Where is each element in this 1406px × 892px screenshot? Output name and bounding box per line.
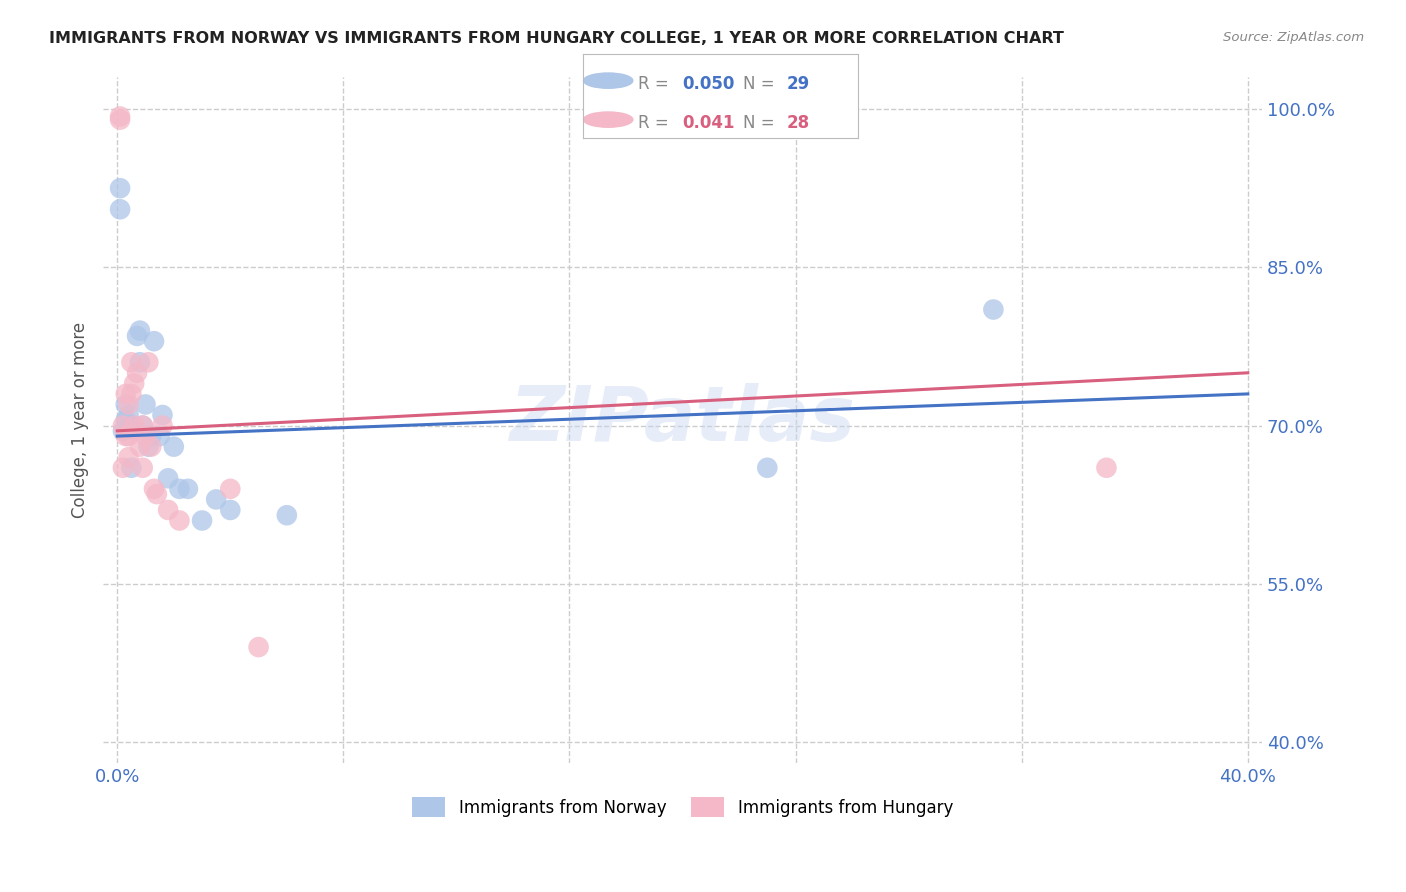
Point	[131, 418, 153, 433]
Text: 0.041: 0.041	[682, 114, 735, 132]
Text: N =: N =	[742, 75, 779, 94]
Point	[983, 302, 1005, 317]
Point	[131, 460, 153, 475]
Point	[128, 324, 150, 338]
Point	[111, 424, 134, 438]
Point	[169, 482, 191, 496]
Point	[128, 355, 150, 369]
Point	[141, 440, 163, 454]
Point	[120, 460, 142, 475]
Point	[247, 640, 270, 654]
Y-axis label: College, 1 year or more: College, 1 year or more	[72, 322, 89, 518]
Point	[219, 482, 242, 496]
Text: R =: R =	[638, 114, 675, 132]
Point	[152, 418, 174, 433]
Text: IMMIGRANTS FROM NORWAY VS IMMIGRANTS FROM HUNGARY COLLEGE, 1 YEAR OR MORE CORREL: IMMIGRANTS FROM NORWAY VS IMMIGRANTS FRO…	[49, 31, 1064, 46]
Point	[111, 460, 134, 475]
Point	[111, 418, 134, 433]
Point	[122, 376, 145, 391]
Point	[163, 440, 186, 454]
Text: 29: 29	[786, 75, 810, 94]
Point	[131, 418, 153, 433]
Point	[125, 366, 148, 380]
Text: 28: 28	[786, 114, 810, 132]
Point	[122, 424, 145, 438]
Point	[114, 387, 136, 401]
Point	[169, 514, 191, 528]
Point	[146, 487, 169, 501]
Point	[108, 112, 131, 127]
Text: R =: R =	[638, 75, 675, 94]
Point	[276, 508, 298, 523]
Point	[117, 397, 139, 411]
Point	[125, 329, 148, 343]
Point	[128, 440, 150, 454]
Point	[141, 429, 163, 443]
Point	[157, 503, 180, 517]
Point	[108, 181, 131, 195]
Legend: Immigrants from Norway, Immigrants from Hungary: Immigrants from Norway, Immigrants from …	[405, 791, 960, 823]
Point	[219, 503, 242, 517]
Point	[143, 334, 166, 348]
Point	[135, 429, 157, 443]
Point	[108, 110, 131, 124]
Point	[108, 202, 131, 217]
Circle shape	[583, 73, 633, 88]
Point	[117, 450, 139, 465]
Point	[117, 408, 139, 422]
Point	[120, 418, 142, 433]
Point	[143, 482, 166, 496]
Point	[177, 482, 200, 496]
Point	[120, 355, 142, 369]
Point	[138, 440, 160, 454]
Point	[149, 429, 172, 443]
Text: ZIPatlas: ZIPatlas	[509, 384, 855, 458]
Point	[122, 418, 145, 433]
Point	[205, 492, 228, 507]
Point	[114, 397, 136, 411]
Point	[114, 413, 136, 427]
Text: Source: ZipAtlas.com: Source: ZipAtlas.com	[1223, 31, 1364, 45]
Point	[138, 355, 160, 369]
Point	[191, 514, 214, 528]
Point	[152, 408, 174, 422]
Text: 0.050: 0.050	[682, 75, 734, 94]
Point	[157, 471, 180, 485]
Point	[120, 387, 142, 401]
Point	[1095, 460, 1118, 475]
Point	[117, 429, 139, 443]
Point	[114, 429, 136, 443]
Circle shape	[583, 112, 633, 128]
Point	[756, 460, 779, 475]
Point	[135, 397, 157, 411]
Text: N =: N =	[742, 114, 779, 132]
